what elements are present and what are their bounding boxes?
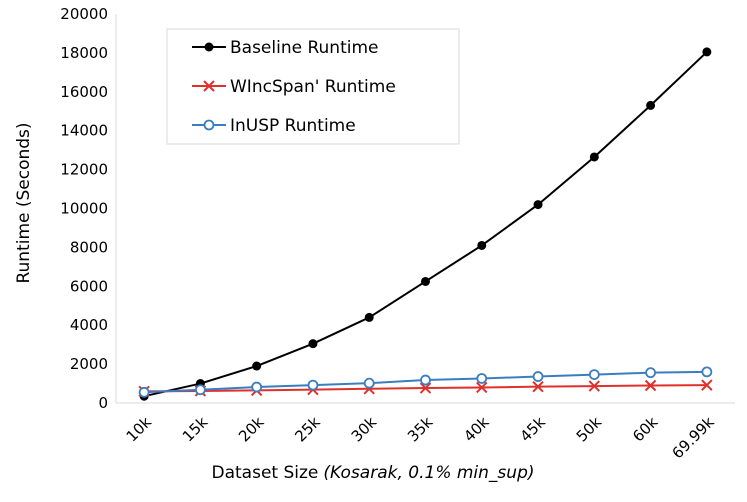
data-point bbox=[646, 100, 656, 110]
x-tick-label: 30k bbox=[348, 413, 381, 446]
y-tick-label: 18000 bbox=[60, 44, 108, 62]
data-point bbox=[644, 379, 657, 392]
series-2 bbox=[138, 366, 713, 398]
data-point bbox=[477, 240, 487, 250]
legend-label: Baseline Runtime bbox=[230, 38, 378, 58]
data-point bbox=[363, 377, 375, 389]
data-point bbox=[419, 382, 432, 394]
x-tick-label: 60k bbox=[629, 413, 662, 446]
data-point bbox=[701, 366, 713, 378]
legend-marker bbox=[203, 119, 215, 131]
y-tick-label: 8000 bbox=[70, 238, 108, 256]
y-tick-label: 2000 bbox=[70, 355, 108, 373]
data-point bbox=[588, 369, 600, 381]
x-axis-title: Dataset Size (Kosarak, 0.1% min_sup) bbox=[212, 463, 535, 483]
y-axis-title: Runtime (Seconds) bbox=[14, 122, 34, 283]
legend-label: WIncSpan' Runtime bbox=[230, 77, 396, 97]
y-tick-label: 12000 bbox=[60, 161, 108, 179]
data-point bbox=[589, 152, 599, 162]
x-tick-label: 25k bbox=[291, 413, 324, 446]
y-tick-label: 14000 bbox=[60, 122, 108, 140]
legend-marker bbox=[204, 42, 214, 52]
data-point bbox=[307, 379, 319, 391]
data-point bbox=[532, 371, 544, 382]
x-tick-label: 15k bbox=[179, 413, 212, 446]
data-point bbox=[588, 380, 601, 392]
data-point bbox=[532, 380, 544, 393]
data-point bbox=[476, 373, 488, 384]
data-point bbox=[421, 276, 430, 286]
y-tick-label: 10000 bbox=[60, 200, 108, 218]
data-point bbox=[645, 367, 656, 379]
data-point bbox=[251, 381, 263, 393]
x-tick-label: 10k bbox=[123, 413, 156, 446]
data-point bbox=[701, 379, 713, 391]
y-tick-label: 4000 bbox=[70, 316, 108, 334]
data-point bbox=[476, 381, 488, 394]
x-tick-label: 69.99k bbox=[668, 413, 717, 462]
x-tick-label: 50k bbox=[573, 413, 606, 446]
x-axis-title-detail: (Kosarak, 0.1% min_sup) bbox=[323, 463, 534, 483]
data-point bbox=[138, 386, 150, 398]
y-tick-label: 0 bbox=[98, 394, 108, 412]
series-layer bbox=[138, 47, 713, 401]
legend-label: InUSP Runtime bbox=[230, 116, 356, 136]
data-point bbox=[364, 312, 374, 322]
x-tick-label: 45k bbox=[517, 413, 550, 446]
data-point bbox=[533, 200, 543, 210]
data-point bbox=[308, 339, 318, 349]
y-tick-label: 6000 bbox=[70, 277, 108, 295]
y-tick-label: 20000 bbox=[60, 5, 108, 23]
data-point bbox=[252, 361, 262, 371]
data-point bbox=[195, 384, 206, 396]
legend: Baseline Runtime WIncSpan' Runtime InUSP R… bbox=[166, 28, 460, 145]
data-point bbox=[420, 374, 431, 386]
axis-titles: Runtime (Seconds) Dataset Size (Kosarak, … bbox=[14, 122, 535, 483]
x-axis-title-main: Dataset Size bbox=[212, 463, 319, 483]
x-tick-label: 35k bbox=[404, 413, 437, 446]
legend-marker bbox=[203, 80, 215, 92]
y-tick-label: 16000 bbox=[60, 83, 108, 101]
x-tick-label: 20k bbox=[235, 413, 268, 446]
data-point bbox=[702, 47, 712, 57]
x-tick-label: 40k bbox=[460, 413, 493, 446]
